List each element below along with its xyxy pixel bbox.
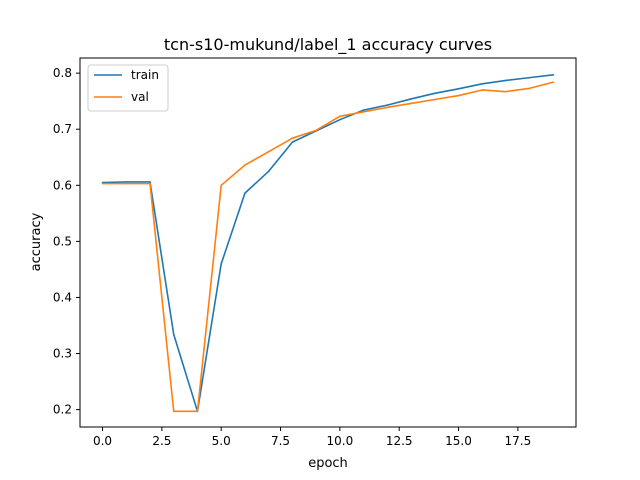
data-point-train: [552, 74, 555, 76]
data-point-train: [149, 181, 151, 183]
data-point-val: [410, 102, 412, 105]
data-point-val: [291, 137, 294, 139]
chart-title: tcn-s10-mukund/label_1 accuracy curves: [164, 35, 492, 55]
data-point-val: [315, 129, 317, 132]
data-point-val: [196, 410, 199, 413]
data-point-train: [362, 109, 365, 111]
x-tick-label: 17.5: [504, 434, 531, 448]
data-point-val: [244, 164, 246, 166]
data-point-train: [172, 333, 175, 336]
data-point-val: [457, 94, 460, 97]
data-point-val: [552, 81, 555, 83]
data-point-train: [125, 181, 128, 183]
x-tick-label: 10.0: [327, 434, 354, 448]
series-line-train: [102, 74, 554, 413]
data-point-val: [172, 410, 175, 413]
x-axis: 0.0 2.5 5.0 7.5 10.0 12.5 15.0 17.5: [93, 427, 531, 448]
data-point-train: [244, 192, 246, 194]
y-axis-label: accuracy: [29, 212, 44, 271]
legend: train val: [87, 64, 169, 112]
data-point-val: [267, 150, 270, 153]
y-tick-label: 0.8: [53, 66, 72, 80]
y-tick-label: 0.3: [53, 347, 72, 361]
data-point-val: [149, 182, 151, 185]
legend-box: [87, 64, 169, 112]
legend-label-val: val: [131, 90, 149, 104]
data-point-val: [125, 182, 128, 185]
y-tick-label: 0.6: [53, 178, 72, 192]
x-tick-label: 0.0: [93, 434, 112, 448]
data-point-train: [386, 104, 389, 106]
data-point-val: [362, 111, 365, 113]
x-tick-label: 2.5: [152, 434, 171, 448]
data-point-train: [220, 263, 223, 265]
y-tick-label: 0.4: [53, 290, 72, 304]
axes-frame: [79, 57, 577, 428]
x-tick-label: 12.5: [386, 434, 413, 448]
data-point-val: [339, 115, 341, 118]
series-line-val: [102, 81, 554, 413]
data-point-train: [505, 79, 507, 82]
data-point-train: [291, 141, 294, 143]
x-tick-label: 5.0: [212, 434, 231, 448]
y-tick-label: 0.7: [53, 122, 72, 136]
data-point-val: [528, 87, 531, 90]
data-point-train: [433, 92, 436, 95]
y-tick-label: 0.5: [53, 234, 72, 248]
data-point-train: [267, 170, 270, 173]
data-point-val: [220, 184, 223, 187]
plot-area: [101, 74, 555, 413]
legend-label-train: train: [131, 68, 159, 82]
y-tick-label: 0.2: [53, 403, 72, 417]
data-point-val: [505, 90, 507, 93]
data-point-train: [481, 82, 484, 85]
data-point-val: [101, 182, 104, 185]
x-tick-label: 7.5: [271, 434, 290, 448]
x-axis-label: epoch: [308, 456, 348, 471]
data-point-val: [433, 98, 436, 101]
y-axis: 0.2 0.3 0.4 0.5 0.6 0.7 0.8: [53, 66, 80, 417]
data-point-train: [457, 88, 460, 90]
data-point-val: [481, 89, 484, 91]
data-point-train: [410, 98, 412, 100]
data-point-train: [528, 76, 531, 79]
data-point-train: [339, 118, 341, 121]
data-point-val: [386, 106, 389, 109]
x-tick-label: 15.0: [445, 434, 472, 448]
